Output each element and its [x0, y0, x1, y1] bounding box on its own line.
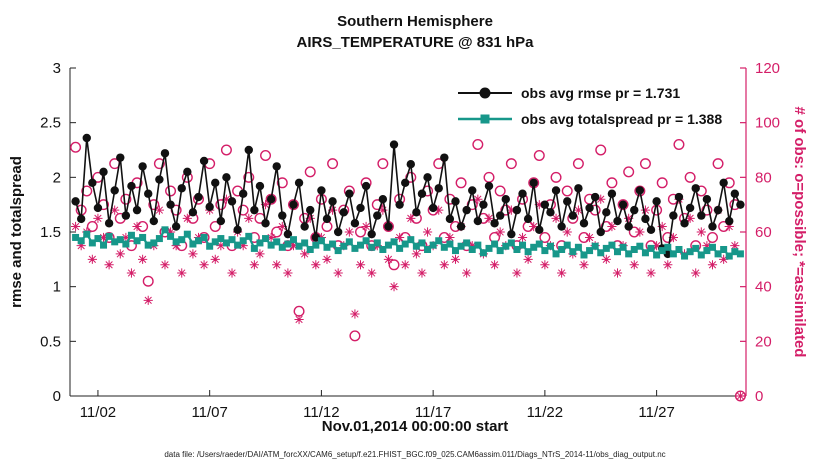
- svg-text:11/22: 11/22: [527, 404, 563, 421]
- svg-text:80: 80: [755, 169, 772, 186]
- legend: obs avg rmse pr = 1.731 obs avg totalspr…: [452, 76, 733, 136]
- y-axis-right-label: # of obs: o=possible; *=assimilated: [791, 106, 808, 358]
- svg-text:20: 20: [755, 333, 772, 350]
- svg-text:1.5: 1.5: [40, 224, 61, 241]
- axes: 0 0.5 1 1.5 2 2.5 3 0 20 40 60 80 100 120 11/02 11/07 11…: [40, 60, 780, 421]
- svg-text:1: 1: [53, 279, 61, 296]
- svg-text:100: 100: [755, 115, 780, 132]
- x-axis-label: Nov.01,2014 00:00:00 start: [321, 418, 509, 435]
- svg-text:2.5: 2.5: [40, 115, 61, 132]
- chart-title-line1: Southern Hemisphere: [337, 13, 493, 30]
- legend-label-totalspread: obs avg totalspread pr = 1.388: [521, 111, 723, 127]
- series-totalspread: [72, 226, 744, 260]
- svg-text:3: 3: [53, 60, 61, 77]
- svg-text:11/02: 11/02: [80, 404, 116, 421]
- svg-text:0: 0: [53, 388, 61, 405]
- legend-label-rmse: obs avg rmse pr = 1.731: [521, 85, 681, 101]
- svg-text:0: 0: [755, 388, 763, 405]
- chart-title-line2: AIRS_TEMPERATURE @ 831 hPa: [296, 34, 534, 51]
- svg-text:11/07: 11/07: [191, 404, 227, 421]
- svg-text:11/12: 11/12: [303, 404, 339, 421]
- series-possible-obs: [70, 139, 746, 402]
- svg-text:11/27: 11/27: [638, 404, 674, 421]
- rmse-line-marker-icon: [458, 87, 512, 99]
- series-rmse: [71, 133, 745, 259]
- data-file-caption: data file: /Users/raeder/DAI/ATM_forcXX/…: [164, 450, 666, 459]
- svg-text:60: 60: [755, 224, 772, 241]
- legend-item-rmse: obs avg rmse pr = 1.731: [458, 80, 722, 106]
- svg-text:0.5: 0.5: [40, 333, 61, 350]
- svg-text:120: 120: [755, 60, 780, 77]
- svg-text:2: 2: [53, 169, 61, 186]
- y-axis-left-label: rmse and totalspread: [8, 156, 25, 308]
- legend-item-totalspread: obs avg totalspread pr = 1.388: [458, 106, 722, 132]
- svg-text:40: 40: [755, 279, 772, 296]
- totalspread-line-marker-icon: [458, 114, 512, 124]
- svg-text:11/17: 11/17: [415, 404, 451, 421]
